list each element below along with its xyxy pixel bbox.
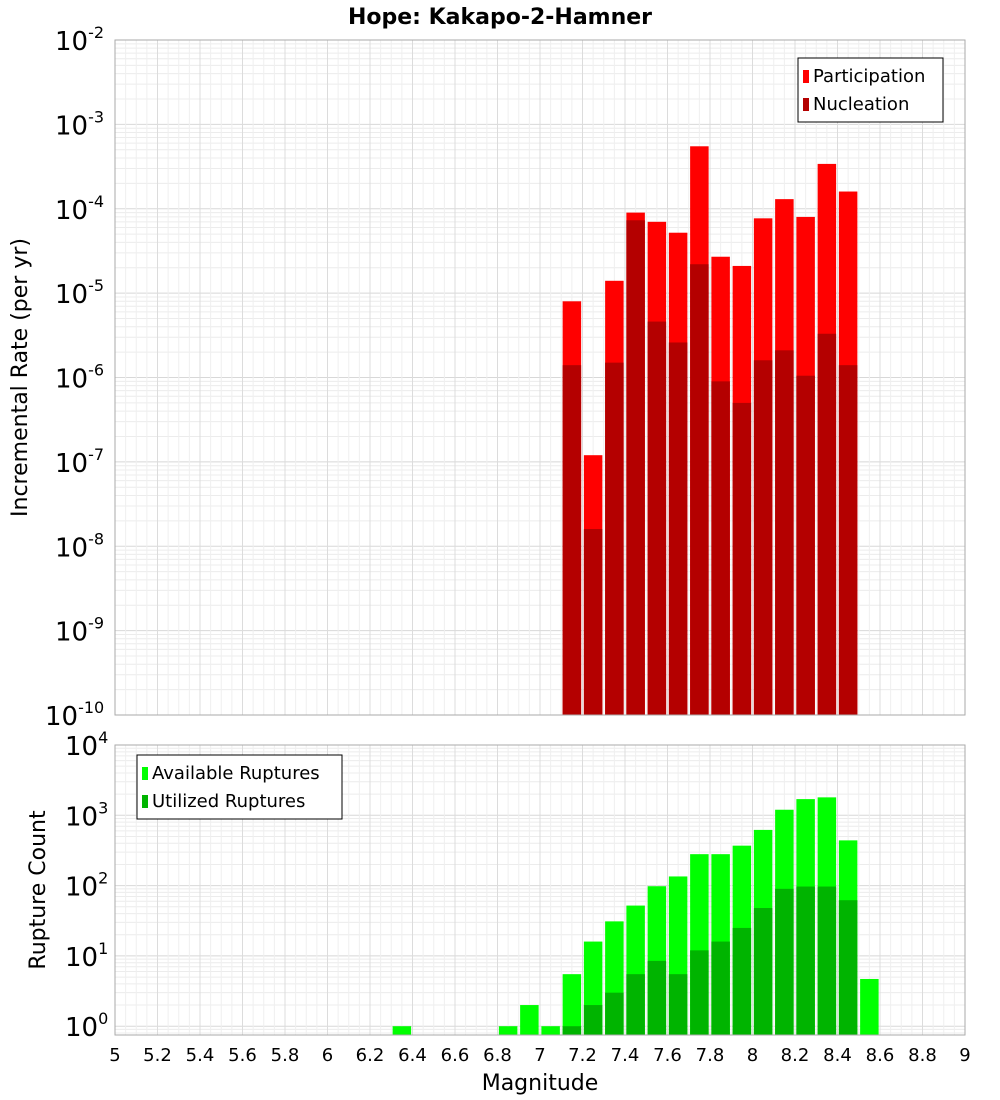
y-tick-label: 10-5 <box>55 276 104 310</box>
legend-swatch <box>142 795 148 808</box>
x-tick-label: 5.8 <box>271 1045 300 1066</box>
x-tick-label: 7 <box>534 1045 545 1066</box>
count-y-ticks: 100 101 102 103 104 <box>65 728 108 1043</box>
nucleation-bar <box>583 529 603 715</box>
available-ruptures-bar <box>541 1026 560 1035</box>
x-tick-label: 7.2 <box>568 1045 597 1066</box>
y-tick-label: 104 <box>65 728 108 762</box>
chart-title: Hope: Kakapo-2-Hamner <box>348 5 652 30</box>
x-tick-label: 8.2 <box>781 1045 810 1066</box>
available-ruptures-bar <box>562 974 582 1035</box>
utilized-ruptures-bar <box>690 950 709 1035</box>
utilized-ruptures-bar <box>626 974 645 1035</box>
nucleation-bar <box>668 342 688 715</box>
legend-swatch <box>803 70 809 83</box>
nucleation-bar <box>711 381 730 715</box>
x-tick-label: 8.8 <box>908 1045 937 1066</box>
utilized-ruptures-bar <box>732 927 752 1035</box>
nucleation-bar <box>753 360 773 715</box>
legend-entry: Utilized Ruptures <box>152 791 305 812</box>
y-tick-label: 10-9 <box>55 614 104 648</box>
legend-entry: Nucleation <box>813 94 909 115</box>
utilized-ruptures-bar <box>647 960 667 1035</box>
x-tick-label: 5.6 <box>228 1045 257 1066</box>
nucleation-bar <box>732 402 752 715</box>
y-tick-label: 10-2 <box>55 23 104 57</box>
x-tick-label: 7.6 <box>653 1045 682 1066</box>
x-tick-label: 9 <box>959 1045 970 1066</box>
count-y-axis-label: Rupture Count <box>26 810 51 970</box>
nucleation-bar <box>838 365 858 715</box>
x-tick-label: 6 <box>322 1045 333 1066</box>
y-tick-label: 100 <box>65 1009 108 1043</box>
y-tick-label: 10-4 <box>55 192 104 226</box>
legend-box <box>136 754 343 820</box>
y-tick-label: 10-8 <box>55 529 104 563</box>
nucleation-bar <box>626 220 645 715</box>
nucleation-bar <box>690 264 709 715</box>
count-panel: 100 101 102 103 104 5 5.2 5.4 5.6 5.8 6 6.2 6.4 6.6 6… <box>26 728 971 1096</box>
legend-swatch <box>142 767 148 780</box>
utilized-ruptures-bar <box>605 992 624 1035</box>
x-tick-label: 6.6 <box>441 1045 470 1066</box>
utilized-ruptures-bar <box>796 886 815 1035</box>
legend-box <box>797 57 944 123</box>
y-tick-label: 10-7 <box>55 445 104 479</box>
count-legend: Available Ruptures Utilized Ruptures <box>136 754 343 820</box>
y-tick-label: 102 <box>65 869 108 903</box>
x-tick-label: 8.6 <box>866 1045 895 1066</box>
legend-swatch <box>803 98 809 111</box>
utilized-ruptures-bar <box>817 886 837 1035</box>
rate-legend: Participation Nucleation <box>797 57 944 123</box>
count-bars <box>392 797 879 1035</box>
utilized-ruptures-bar <box>838 900 858 1035</box>
nucleation-bar <box>562 365 582 715</box>
x-tick-label: 8 <box>747 1045 758 1066</box>
x-tick-label: 5.2 <box>143 1045 172 1066</box>
rate-panel: 10-10 10-9 10-8 10-7 10-6 10-5 10-4 10-3 10-2 In… <box>8 23 966 732</box>
nucleation-bar <box>796 375 815 715</box>
y-tick-label: 10-10 <box>45 698 104 732</box>
legend-entry: Participation <box>813 66 925 87</box>
rate-y-ticks: 10-10 10-9 10-8 10-7 10-6 10-5 10-4 10-3 10-2 <box>45 23 104 732</box>
utilized-ruptures-bar <box>562 1026 582 1035</box>
available-ruptures-bar <box>520 1005 539 1035</box>
available-ruptures-bar <box>860 978 879 1035</box>
y-tick-label: 101 <box>65 939 108 973</box>
y-tick-label: 10-3 <box>55 107 104 141</box>
nucleation-bar <box>647 321 667 715</box>
x-tick-label: 7.8 <box>696 1045 725 1066</box>
x-tick-label: 6.2 <box>356 1045 385 1066</box>
count-plot-frame <box>114 744 966 1036</box>
rate-y-axis-label: Incremental Rate (per yr) <box>8 238 33 517</box>
utilized-ruptures-bar <box>668 974 688 1035</box>
nucleation-bar <box>775 350 794 715</box>
y-tick-label: 103 <box>65 798 108 832</box>
utilized-ruptures-bar <box>775 888 794 1035</box>
x-tick-label: 5.4 <box>186 1045 215 1066</box>
nucleation-bar <box>605 362 624 715</box>
available-ruptures-bar <box>392 1026 412 1035</box>
utilized-ruptures-bar <box>583 1005 603 1035</box>
rate-plot-frame <box>114 39 966 716</box>
x-tick-label: 7.4 <box>611 1045 640 1066</box>
rate-grid <box>114 39 966 716</box>
utilized-ruptures-bar <box>753 908 773 1035</box>
legend-entry: Available Ruptures <box>152 763 320 784</box>
x-tick-label: 6.8 <box>483 1045 512 1066</box>
utilized-ruptures-bar <box>711 941 730 1035</box>
rate-bars <box>562 146 858 716</box>
nucleation-bar <box>817 333 837 715</box>
available-ruptures-bar <box>498 1026 518 1035</box>
x-tick-label: 8.4 <box>823 1045 852 1066</box>
x-tick-label: 6.4 <box>398 1045 427 1066</box>
x-tick-label: 5 <box>109 1045 120 1066</box>
x-axis-label: Magnitude <box>482 1071 599 1096</box>
magnitude-x-ticks: 5 5.2 5.4 5.6 5.8 6 6.2 6.4 6.6 6.8 7 7.2 7.4 7.6 7.8 8… <box>109 1045 970 1066</box>
y-tick-label: 10-6 <box>55 361 104 395</box>
